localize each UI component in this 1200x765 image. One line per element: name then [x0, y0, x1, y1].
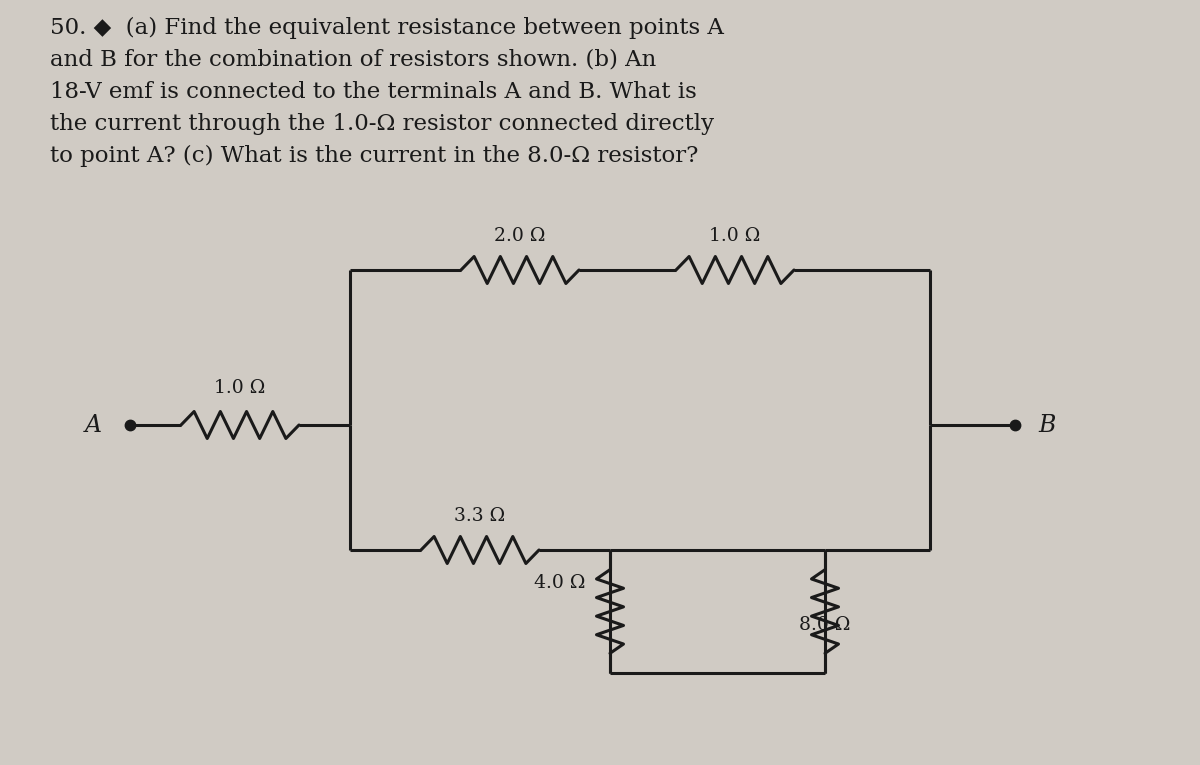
Text: 8.0 Ω: 8.0 Ω — [799, 617, 851, 634]
Text: B: B — [1038, 414, 1055, 437]
Text: 1.0 Ω: 1.0 Ω — [709, 227, 761, 245]
Text: 4.0 Ω: 4.0 Ω — [534, 575, 586, 593]
Text: 3.3 Ω: 3.3 Ω — [455, 507, 505, 525]
Text: 2.0 Ω: 2.0 Ω — [494, 227, 546, 245]
Text: 1.0 Ω: 1.0 Ω — [215, 379, 265, 397]
Text: A: A — [85, 414, 102, 437]
Text: 50. ◆  (a) Find the equivalent resistance between points A
and B for the combina: 50. ◆ (a) Find the equivalent resistance… — [50, 17, 724, 167]
